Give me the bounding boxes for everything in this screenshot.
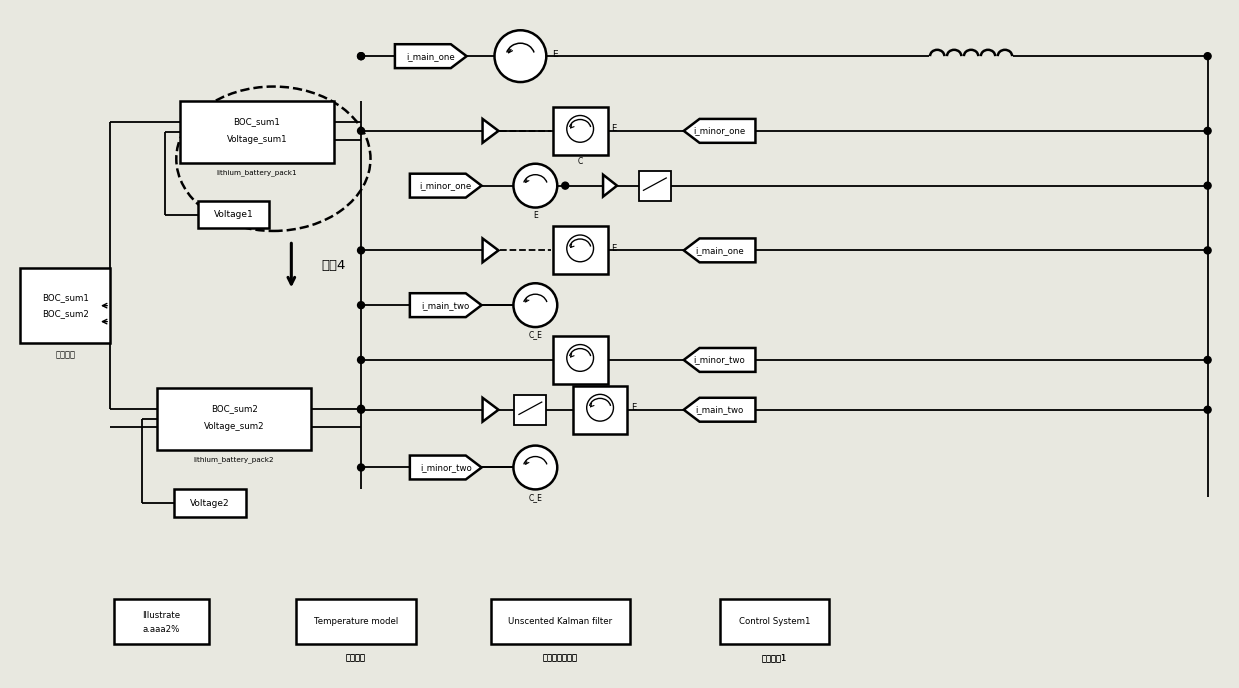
Bar — [296, 599, 416, 644]
Bar — [553, 336, 607, 384]
Circle shape — [358, 53, 364, 60]
Circle shape — [566, 235, 593, 261]
Bar — [491, 599, 629, 644]
Text: BOC_sum2: BOC_sum2 — [42, 309, 89, 318]
Bar — [639, 171, 670, 201]
Circle shape — [587, 394, 613, 421]
Text: BOC_sum1: BOC_sum1 — [42, 293, 89, 302]
Bar — [180, 101, 335, 163]
Polygon shape — [684, 398, 756, 422]
Circle shape — [358, 406, 364, 413]
Text: 温度模型: 温度模型 — [346, 653, 366, 663]
Polygon shape — [482, 239, 498, 262]
Circle shape — [1204, 247, 1211, 254]
Bar — [514, 395, 546, 424]
Text: i_main_two: i_main_two — [695, 405, 743, 414]
Circle shape — [358, 127, 364, 134]
Polygon shape — [410, 173, 482, 197]
Polygon shape — [482, 119, 498, 143]
Circle shape — [513, 283, 558, 327]
Polygon shape — [482, 398, 498, 422]
Text: C: C — [577, 158, 582, 166]
Bar — [553, 107, 607, 155]
Text: Temperature model: Temperature model — [313, 617, 398, 626]
Text: Voltage_sum2: Voltage_sum2 — [203, 422, 264, 431]
Text: BOC_sum2: BOC_sum2 — [211, 405, 258, 413]
Bar — [114, 599, 208, 644]
Polygon shape — [684, 119, 756, 143]
Circle shape — [1204, 53, 1211, 60]
Polygon shape — [684, 348, 756, 372]
Text: E: E — [632, 403, 637, 412]
Circle shape — [1204, 406, 1211, 413]
Bar — [157, 388, 311, 449]
Text: a.aaa2%: a.aaa2% — [142, 625, 180, 634]
Polygon shape — [603, 175, 617, 197]
Text: Voltage2: Voltage2 — [190, 499, 229, 508]
Text: E: E — [612, 244, 617, 253]
Circle shape — [513, 446, 558, 489]
Bar — [720, 599, 829, 644]
Bar — [198, 201, 269, 228]
Text: 温度模型: 温度模型 — [346, 653, 366, 663]
Bar — [572, 386, 627, 433]
Circle shape — [358, 356, 364, 363]
Circle shape — [358, 464, 364, 471]
Text: i_main_two: i_main_two — [421, 301, 470, 310]
Bar — [553, 226, 607, 275]
Circle shape — [1204, 182, 1211, 189]
Polygon shape — [410, 293, 482, 317]
Text: BOC_sum1: BOC_sum1 — [233, 118, 280, 127]
Circle shape — [358, 301, 364, 309]
Circle shape — [566, 345, 593, 372]
Text: i_minor_one: i_minor_one — [420, 181, 472, 190]
Polygon shape — [684, 239, 756, 262]
Circle shape — [561, 182, 569, 189]
Circle shape — [358, 405, 364, 412]
Bar — [173, 489, 245, 517]
Text: i_minor_two: i_minor_two — [694, 356, 746, 365]
Text: C_E: C_E — [528, 493, 543, 502]
Text: 无迹卷积滤波器: 无迹卷积滤波器 — [543, 653, 577, 663]
Circle shape — [513, 164, 558, 208]
Bar — [20, 268, 110, 343]
Polygon shape — [410, 455, 482, 480]
Text: i_minor_two: i_minor_two — [420, 463, 472, 472]
Text: i_minor_one: i_minor_one — [694, 127, 746, 136]
Text: Control System1: Control System1 — [738, 617, 810, 626]
Polygon shape — [395, 44, 467, 68]
Circle shape — [358, 53, 364, 60]
Text: Voltage_sum1: Voltage_sum1 — [227, 136, 287, 144]
Text: 控制系统1: 控制系统1 — [762, 653, 787, 663]
Text: E: E — [553, 50, 558, 58]
Text: lithium_battery_pack1: lithium_battery_pack1 — [217, 169, 297, 176]
Text: i_main_one: i_main_one — [695, 246, 743, 255]
Text: 控制系统1: 控制系统1 — [762, 653, 787, 663]
Text: E: E — [533, 211, 538, 220]
Circle shape — [1204, 127, 1211, 134]
Circle shape — [1204, 356, 1211, 363]
Text: Voltage1: Voltage1 — [213, 210, 254, 219]
Text: lithium_battery_pack2: lithium_battery_pack2 — [193, 456, 274, 463]
Text: 最小差值: 最小差值 — [56, 350, 76, 359]
Text: Unscented Kalman filter: Unscented Kalman filter — [508, 617, 612, 626]
Circle shape — [494, 30, 546, 82]
Text: i_main_one: i_main_one — [406, 52, 455, 61]
Text: Illustrate: Illustrate — [142, 611, 181, 620]
Circle shape — [358, 247, 364, 254]
Circle shape — [566, 116, 593, 142]
Text: C_E: C_E — [528, 330, 543, 340]
Text: 无迹卷积滤波器: 无迹卷积滤波器 — [543, 653, 577, 663]
Text: E: E — [612, 125, 617, 133]
Text: 见图4: 见图4 — [321, 259, 346, 272]
